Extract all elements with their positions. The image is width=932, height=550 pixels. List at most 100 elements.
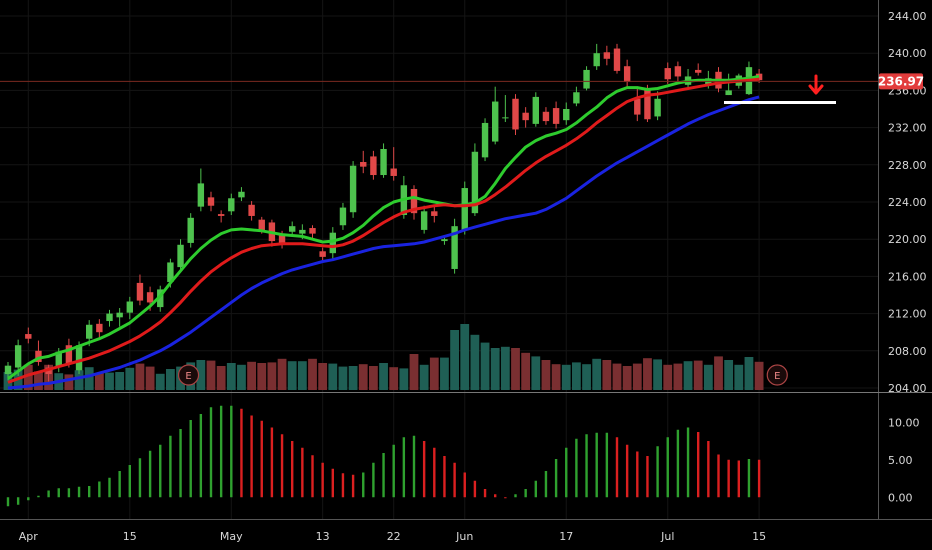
oscillator-bar — [362, 472, 365, 498]
oscillator-bar — [219, 405, 223, 498]
candle-body — [451, 226, 458, 269]
volume-bar — [693, 360, 703, 390]
candle-body — [471, 151, 479, 214]
volume-bar — [166, 369, 175, 390]
volume-bar — [612, 363, 622, 390]
oscillator-bar — [392, 444, 395, 498]
candle-body — [420, 211, 428, 230]
oscillator-bar — [605, 432, 609, 498]
oscillator-tick-label: 5.00 — [888, 454, 913, 467]
candle-body — [207, 197, 215, 206]
candle-body — [542, 111, 550, 122]
time-axis-labels: Apr 15 May 13 22 Jun 17 Jul 15 — [19, 530, 766, 543]
volume-bar — [561, 364, 571, 390]
volume-bar — [673, 363, 683, 390]
volume-bar — [135, 363, 145, 390]
oscillator-bar — [240, 408, 243, 498]
volume-bar — [602, 360, 612, 390]
candle-body — [278, 234, 286, 244]
candle-body — [441, 239, 448, 242]
price-tick-label: 208.00 — [888, 345, 927, 358]
ma-line-3 — [7, 95, 760, 390]
candle-body — [65, 345, 73, 364]
price-axis-labels: 244.00240.00236.00232.00228.00224.00220.… — [888, 10, 927, 395]
candle-body — [573, 92, 580, 104]
oscillator-bar — [412, 435, 416, 498]
volume-bar — [308, 358, 317, 390]
time-tick-label: Jun — [455, 530, 473, 543]
price-tick-label: 220.00 — [888, 233, 927, 246]
candle-body — [593, 53, 600, 67]
volume-bar — [237, 364, 246, 390]
oscillator-bar — [189, 420, 192, 498]
candle-body — [55, 351, 62, 367]
volume-bar — [429, 357, 439, 390]
oscillator-bar — [747, 459, 751, 498]
volume-bar — [460, 324, 470, 390]
oscillator-bar — [169, 435, 172, 498]
oscillator-bar — [301, 447, 304, 498]
volume-bar — [500, 346, 510, 390]
volume-bar — [643, 358, 652, 390]
moving-average-lines — [7, 74, 760, 390]
volume-bar — [419, 364, 429, 390]
oscillator-bar — [372, 462, 375, 498]
candle-body — [654, 98, 661, 117]
candle-body — [289, 226, 296, 232]
oscillator-bar — [57, 488, 60, 498]
oscillator-bar — [179, 429, 182, 498]
candle-body — [14, 345, 22, 368]
oscillator-bar — [666, 437, 669, 498]
oscillator-bar — [37, 495, 40, 498]
last-price-badge-bg — [879, 73, 923, 90]
candle-body — [390, 168, 397, 176]
candle-body — [319, 251, 326, 257]
candle-body — [75, 345, 83, 371]
volume-bar — [267, 362, 277, 390]
volume-bar — [703, 364, 713, 390]
candle-body — [664, 68, 671, 80]
candle-body — [532, 96, 539, 124]
oscillator-bar — [47, 490, 50, 498]
volume-bar — [348, 366, 358, 390]
oscillator-bar — [6, 497, 10, 507]
candle-body — [481, 122, 489, 158]
volume-bar — [287, 361, 297, 390]
candle-body — [126, 301, 133, 313]
oscillator-bar — [483, 489, 487, 498]
volume-bar — [653, 359, 662, 390]
volume-bar — [582, 364, 591, 390]
volume-bar — [155, 373, 165, 390]
candle-body — [106, 313, 113, 322]
oscillator-bar — [199, 414, 203, 498]
down-arrow-icon — [808, 74, 824, 95]
candle-body — [299, 229, 306, 234]
candle-body — [238, 191, 245, 198]
time-tick-label: 22 — [387, 530, 401, 543]
volume-bar — [663, 364, 673, 390]
price-tick-label: 240.00 — [888, 47, 927, 60]
candle-body — [86, 324, 93, 339]
oscillator-bar — [595, 432, 598, 498]
oscillator-bar — [686, 427, 690, 498]
oscillator-bar — [280, 434, 284, 498]
earnings-marker — [177, 364, 200, 386]
oscillator-bar — [544, 471, 548, 498]
volume-bar — [572, 362, 581, 390]
volume-bar — [247, 361, 256, 390]
volume-bar — [450, 330, 459, 390]
oscillator-bar — [27, 497, 30, 501]
ma-line-1 — [7, 74, 760, 380]
candle-body — [502, 117, 509, 119]
oscillator-bar — [433, 447, 436, 498]
time-tick-label: Apr — [19, 530, 39, 543]
volume-bar — [84, 367, 94, 390]
oscillator-bar — [88, 486, 91, 498]
candle-body — [623, 66, 631, 83]
volume-bar — [115, 372, 125, 390]
volume-bar — [724, 360, 734, 390]
candle-body — [157, 289, 164, 308]
candle-body — [644, 89, 651, 120]
oscillator-bar — [311, 455, 314, 498]
candle-body — [370, 156, 377, 176]
